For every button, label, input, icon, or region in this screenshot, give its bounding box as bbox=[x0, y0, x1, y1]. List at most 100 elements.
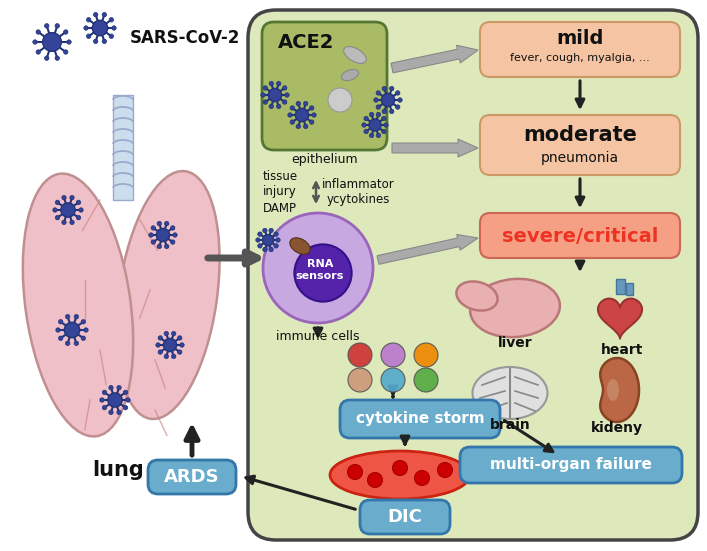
Text: epithelium: epithelium bbox=[292, 154, 358, 166]
Circle shape bbox=[93, 13, 98, 17]
Circle shape bbox=[103, 390, 107, 395]
Circle shape bbox=[55, 56, 59, 61]
Text: moderate: moderate bbox=[523, 125, 637, 145]
Circle shape bbox=[376, 91, 380, 95]
Circle shape bbox=[382, 87, 387, 91]
Circle shape bbox=[256, 238, 260, 242]
Text: inflammator
ycytokines: inflammator ycytokines bbox=[322, 177, 395, 207]
Circle shape bbox=[86, 34, 91, 39]
Circle shape bbox=[398, 98, 402, 102]
Circle shape bbox=[395, 91, 400, 95]
Ellipse shape bbox=[341, 69, 358, 80]
Ellipse shape bbox=[23, 174, 133, 436]
Ellipse shape bbox=[472, 367, 547, 419]
Circle shape bbox=[66, 40, 71, 44]
Circle shape bbox=[368, 473, 382, 488]
Circle shape bbox=[109, 18, 114, 22]
Text: brain: brain bbox=[490, 418, 530, 432]
Circle shape bbox=[151, 240, 156, 244]
Circle shape bbox=[64, 322, 80, 338]
Circle shape bbox=[64, 30, 68, 34]
Circle shape bbox=[438, 462, 452, 478]
Circle shape bbox=[283, 86, 287, 90]
Circle shape bbox=[62, 196, 66, 200]
Circle shape bbox=[164, 354, 168, 359]
Circle shape bbox=[395, 105, 400, 109]
Circle shape bbox=[108, 393, 122, 407]
FancyArrow shape bbox=[377, 235, 478, 264]
Circle shape bbox=[165, 222, 169, 226]
Circle shape bbox=[376, 133, 380, 138]
Text: liver: liver bbox=[498, 336, 532, 350]
Circle shape bbox=[64, 50, 68, 54]
Circle shape bbox=[381, 368, 405, 392]
Circle shape bbox=[263, 100, 267, 104]
Circle shape bbox=[285, 93, 289, 97]
Circle shape bbox=[93, 20, 107, 36]
Circle shape bbox=[66, 341, 70, 345]
Circle shape bbox=[296, 109, 308, 122]
Circle shape bbox=[303, 101, 308, 106]
Circle shape bbox=[74, 315, 78, 319]
Circle shape bbox=[369, 112, 374, 117]
Circle shape bbox=[310, 120, 314, 125]
Circle shape bbox=[70, 220, 74, 225]
Circle shape bbox=[36, 30, 40, 34]
Text: cytokine storm: cytokine storm bbox=[356, 412, 484, 426]
Circle shape bbox=[62, 220, 66, 225]
Circle shape bbox=[392, 461, 407, 476]
Circle shape bbox=[86, 18, 91, 22]
Circle shape bbox=[296, 124, 300, 128]
Circle shape bbox=[303, 124, 308, 128]
Text: DIC: DIC bbox=[387, 508, 423, 526]
Circle shape bbox=[163, 338, 177, 352]
Circle shape bbox=[381, 343, 405, 367]
Circle shape bbox=[376, 112, 380, 117]
Circle shape bbox=[170, 240, 175, 244]
Circle shape bbox=[76, 200, 81, 204]
Circle shape bbox=[173, 233, 177, 237]
Circle shape bbox=[164, 331, 168, 336]
Circle shape bbox=[310, 106, 314, 110]
Circle shape bbox=[59, 320, 63, 324]
Circle shape bbox=[258, 232, 262, 236]
Circle shape bbox=[269, 104, 274, 109]
Polygon shape bbox=[598, 299, 642, 338]
Ellipse shape bbox=[344, 47, 366, 63]
Circle shape bbox=[81, 320, 86, 324]
Circle shape bbox=[42, 33, 62, 51]
Circle shape bbox=[45, 56, 49, 61]
Circle shape bbox=[165, 244, 169, 249]
Circle shape bbox=[156, 229, 170, 241]
Circle shape bbox=[123, 406, 128, 410]
Circle shape bbox=[100, 398, 104, 402]
FancyBboxPatch shape bbox=[360, 500, 450, 534]
Circle shape bbox=[59, 336, 63, 341]
FancyBboxPatch shape bbox=[248, 10, 698, 540]
Circle shape bbox=[157, 222, 161, 226]
Circle shape bbox=[126, 398, 130, 402]
Text: kideny: kideny bbox=[591, 421, 643, 435]
Circle shape bbox=[117, 410, 121, 414]
Circle shape bbox=[103, 406, 107, 410]
Circle shape bbox=[348, 368, 372, 392]
Circle shape bbox=[109, 386, 113, 390]
Circle shape bbox=[263, 213, 373, 323]
Circle shape bbox=[102, 39, 107, 44]
Circle shape bbox=[55, 215, 59, 220]
Circle shape bbox=[55, 24, 59, 28]
Circle shape bbox=[263, 228, 267, 233]
Circle shape bbox=[148, 233, 153, 237]
Circle shape bbox=[381, 94, 395, 106]
Text: SARS-CoV-2: SARS-CoV-2 bbox=[130, 29, 240, 47]
Circle shape bbox=[70, 196, 74, 200]
Circle shape bbox=[33, 40, 37, 44]
FancyBboxPatch shape bbox=[480, 115, 680, 175]
Circle shape bbox=[374, 98, 378, 102]
Circle shape bbox=[274, 244, 279, 248]
Text: RNA
sensors: RNA sensors bbox=[296, 259, 344, 281]
Circle shape bbox=[123, 390, 128, 395]
Circle shape bbox=[274, 232, 279, 236]
Circle shape bbox=[177, 336, 182, 340]
Circle shape bbox=[276, 82, 281, 86]
